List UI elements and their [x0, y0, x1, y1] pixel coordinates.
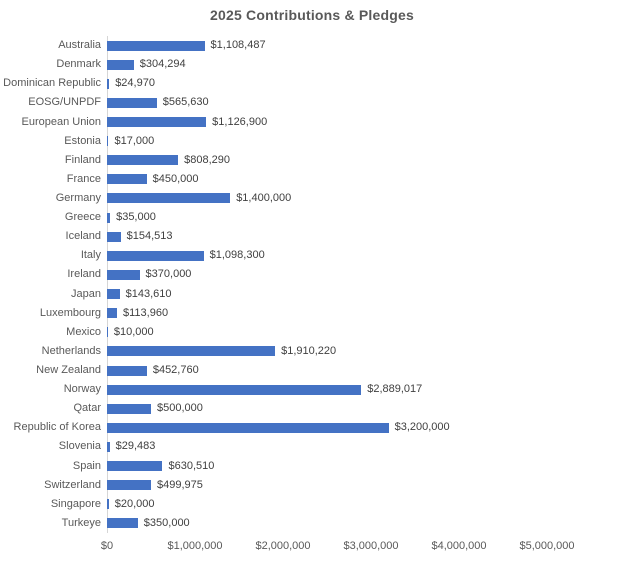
category-label: Ireland — [67, 268, 101, 281]
category-label: Qatar — [73, 402, 101, 415]
value-label: $20,000 — [114, 497, 155, 510]
value-label: $1,400,000 — [236, 191, 292, 204]
category-label: EOSG/UNPDF — [28, 96, 101, 109]
category-label: Spain — [72, 459, 101, 472]
value-label: $2,889,017 — [367, 383, 423, 396]
value-label: $565,630 — [162, 96, 209, 109]
category-label: Mexico — [66, 325, 101, 338]
bar — [107, 231, 121, 242]
category-label: Turkeye — [61, 516, 101, 529]
value-label: $3,200,000 — [394, 421, 450, 434]
value-label: $113,960 — [123, 306, 169, 319]
value-label: $154,513 — [126, 230, 173, 243]
bar — [107, 40, 205, 51]
value-label: $350,000 — [143, 516, 190, 529]
category-label: Australia — [58, 39, 101, 52]
x-axis-tick-label: $4,000,000 — [431, 540, 487, 552]
value-label: $499,975 — [156, 478, 203, 491]
bar — [107, 499, 109, 510]
category-label: European Union — [21, 115, 101, 128]
y-axis-line — [107, 36, 108, 533]
value-label: $452,760 — [152, 364, 199, 377]
bar — [107, 155, 179, 166]
chart-title: 2025 Contributions & Pledges — [210, 7, 414, 23]
bar — [107, 441, 110, 452]
category-label: Dominican Republic — [3, 77, 101, 90]
value-label: $1,108,487 — [210, 39, 266, 52]
value-label: $808,290 — [184, 153, 231, 166]
x-axis-tick-label: $0 — [100, 540, 114, 552]
category-label: Estonia — [64, 134, 101, 147]
bar — [107, 384, 362, 395]
category-label: Germany — [55, 191, 101, 204]
category-label: New Zealand — [36, 364, 101, 377]
x-axis-tick-label: $5,000,000 — [519, 540, 575, 552]
category-label: Slovenia — [58, 440, 101, 453]
bar — [107, 174, 147, 185]
category-label: Republic of Korea — [13, 421, 101, 434]
x-axis-tick-label: $2,000,000 — [255, 540, 311, 552]
value-label: $630,510 — [168, 459, 215, 472]
bar — [107, 289, 120, 300]
category-label: Denmark — [56, 58, 101, 71]
bar — [107, 78, 110, 89]
value-label: $10,000 — [113, 325, 154, 338]
value-label: $500,000 — [157, 402, 203, 415]
bar — [107, 518, 138, 529]
bar — [107, 346, 276, 357]
bar — [107, 269, 140, 280]
bar — [107, 403, 151, 414]
bar — [107, 212, 111, 223]
bar — [107, 327, 108, 338]
bar — [107, 117, 207, 128]
value-label: $143,610 — [125, 287, 172, 300]
category-label: Japan — [71, 287, 101, 300]
category-label: Greece — [64, 211, 101, 224]
bar — [107, 97, 157, 108]
value-label: $370,000 — [145, 268, 192, 281]
category-label: Finland — [64, 153, 101, 166]
bar — [107, 365, 147, 376]
value-label: $17,000 — [114, 134, 155, 147]
value-label: $29,483 — [115, 440, 156, 453]
bar — [107, 461, 163, 472]
value-label: $304,294 — [139, 58, 186, 71]
category-label: Netherlands — [41, 344, 101, 357]
bar — [107, 193, 231, 204]
value-label: $1,910,220 — [281, 344, 337, 357]
category-label: Singapore — [50, 497, 101, 510]
x-axis-tick-label: $1,000,000 — [167, 540, 223, 552]
value-label: $1,098,300 — [209, 249, 265, 262]
bar — [107, 422, 389, 433]
value-label: $24,970 — [115, 77, 155, 90]
bar — [107, 250, 204, 261]
value-label: $35,000 — [116, 211, 156, 224]
category-label: Norway — [63, 383, 101, 396]
bar — [107, 480, 151, 491]
category-label: France — [66, 172, 101, 185]
category-label: Italy — [80, 249, 101, 262]
category-label: Luxembourg — [39, 306, 101, 319]
category-label: Switzerland — [44, 478, 101, 491]
category-label: Iceland — [65, 230, 101, 243]
value-label: $450,000 — [152, 172, 199, 185]
value-label: $1,126,900 — [212, 115, 268, 128]
bar — [107, 308, 118, 319]
x-axis-tick-label: $3,000,000 — [343, 540, 399, 552]
bar — [107, 136, 109, 147]
bar — [107, 59, 134, 70]
